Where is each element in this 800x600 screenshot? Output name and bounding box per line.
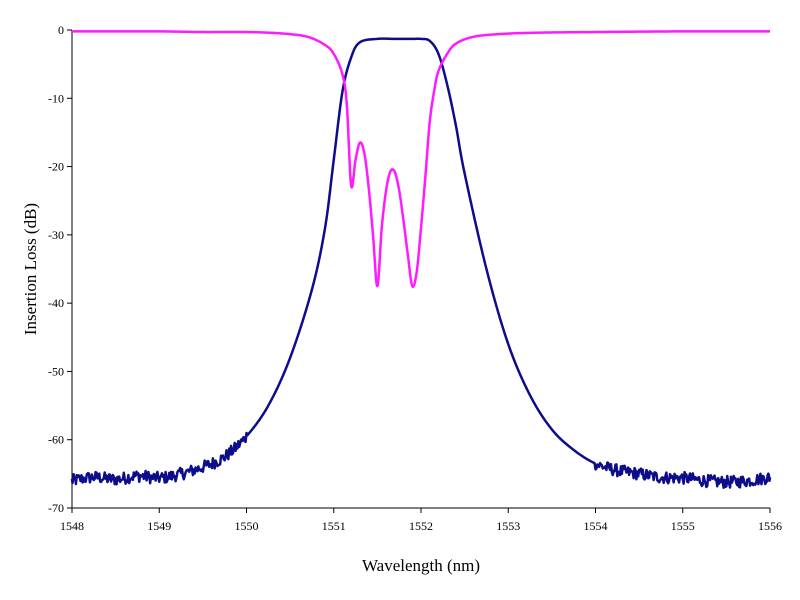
- y-tick-label: -40: [48, 296, 64, 310]
- y-tick-label: 0: [58, 23, 64, 37]
- x-tick-label: 1552: [409, 519, 433, 533]
- series-line-2: [71, 30, 770, 288]
- y-tick-label: -20: [48, 160, 64, 174]
- x-tick-label: 1554: [584, 519, 608, 533]
- x-tick-label: 1556: [758, 519, 782, 533]
- y-tick-label: -10: [48, 91, 64, 105]
- x-tick-label: 1551: [322, 519, 346, 533]
- y-tick-label: -50: [48, 364, 64, 378]
- x-axis-ticks: 1548 1549 1550 1551 1552 1553 1554 1555 1556: [60, 508, 782, 533]
- x-axis-title: Wavelength (nm): [362, 556, 480, 575]
- series-layer: [70, 30, 772, 490]
- series-line-1: [70, 37, 772, 490]
- x-tick-label: 1550: [235, 519, 259, 533]
- x-tick-label: 1553: [496, 519, 520, 533]
- y-tick-label: -30: [48, 228, 64, 242]
- x-tick-label: 1549: [147, 519, 171, 533]
- x-tick-label: 1548: [60, 519, 84, 533]
- axes: [71, 30, 770, 509]
- y-axis-ticks: 0 -10 -20 -30 -40 -50 -60 -70: [48, 23, 72, 515]
- y-axis-title: Insertion Loss (dB): [21, 203, 40, 335]
- x-tick-label: 1555: [671, 519, 695, 533]
- y-tick-label: -70: [48, 501, 64, 515]
- y-tick-label: -60: [48, 433, 64, 447]
